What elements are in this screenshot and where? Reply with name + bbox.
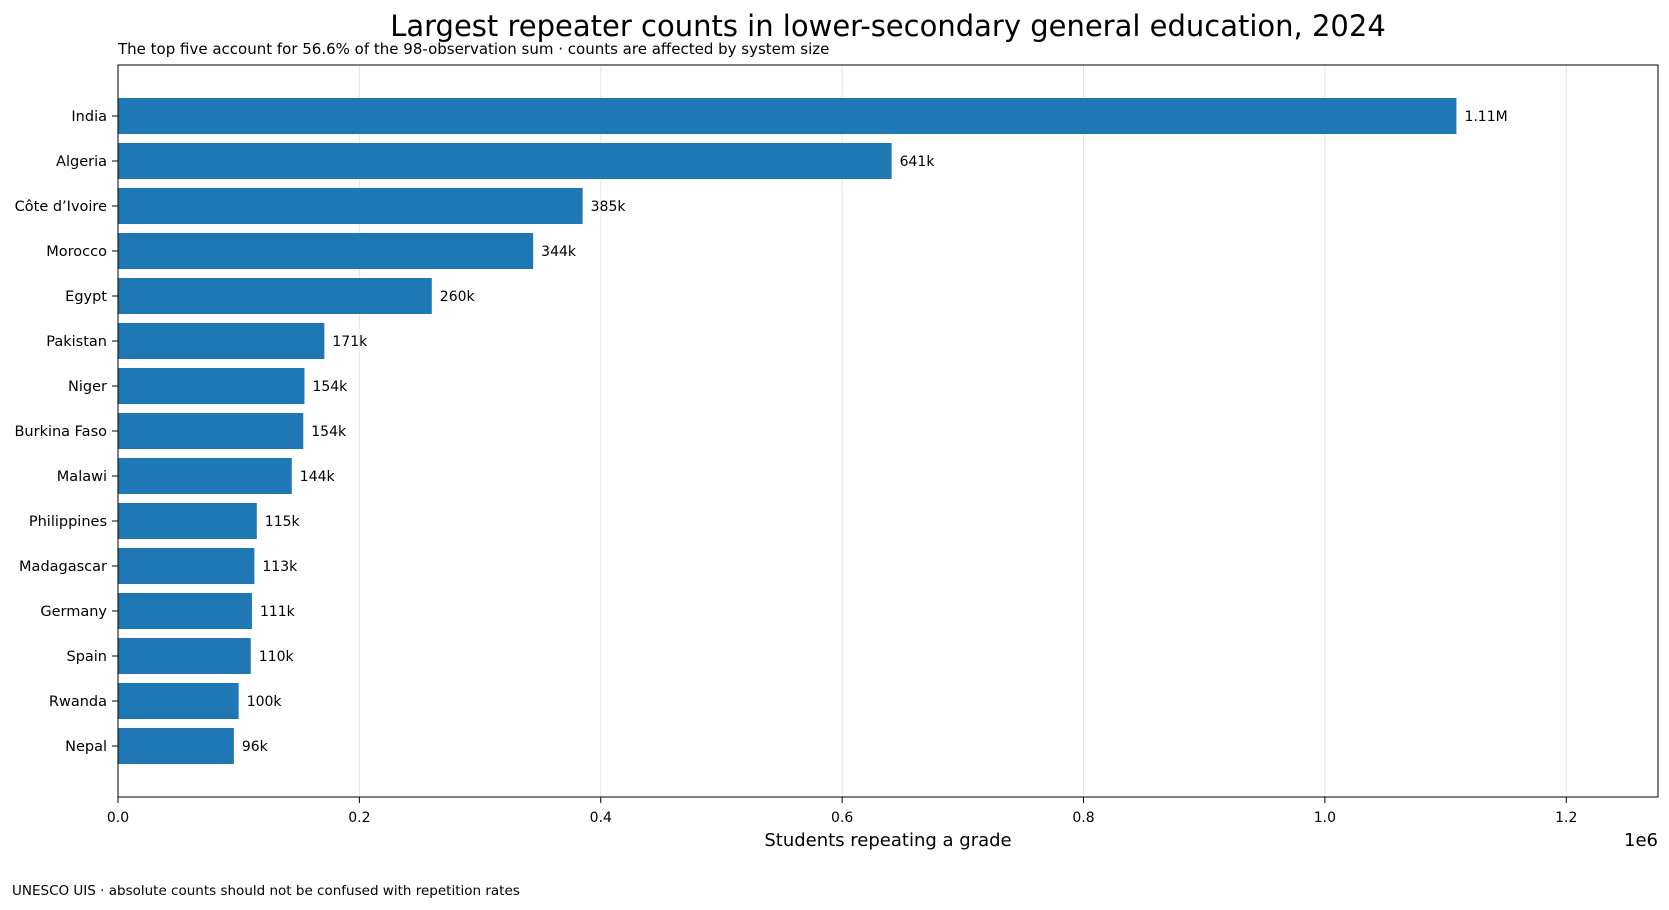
plot-frame <box>117 64 1659 798</box>
bar-value-label: 144k <box>300 469 336 485</box>
bar-value-label: 154k <box>311 424 347 440</box>
y-tick-label: Burkina Faso <box>14 424 107 440</box>
bar-value-label: 111k <box>260 604 296 620</box>
bar-value-label: 260k <box>440 289 476 305</box>
x-tick-label: 0.2 <box>348 810 370 826</box>
bar-value-label: 641k <box>900 154 936 170</box>
bar-value-label: 113k <box>262 559 298 575</box>
bar <box>118 458 292 494</box>
x-tick-label: 0.8 <box>1072 810 1094 826</box>
bar-value-label: 110k <box>259 649 295 665</box>
bar <box>118 503 257 539</box>
y-axis: India Algeria Côte d’Ivoire Morocco Egypt Pak… <box>14 109 118 755</box>
bar-value-label: 96k <box>242 739 269 755</box>
bar-value-label: 171k <box>332 334 368 350</box>
bar-value-label: 115k <box>265 514 301 530</box>
y-tick-label: Rwanda <box>49 694 107 710</box>
y-tick-label: Germany <box>40 604 107 620</box>
bar <box>118 143 892 179</box>
source-note: UNESCO UIS · absolute counts should not … <box>12 883 520 899</box>
gridlines <box>358 65 1567 797</box>
bar <box>118 593 252 629</box>
y-tick-label: Pakistan <box>46 334 107 350</box>
bar <box>118 413 304 449</box>
y-tick-label: Algeria <box>56 154 107 170</box>
y-tick-label: Nepal <box>65 739 107 755</box>
x-tick-label: 0.6 <box>831 810 853 826</box>
bar <box>118 98 1457 134</box>
bar <box>118 323 325 359</box>
x-axis-scale-label: 1e6 <box>1624 830 1658 851</box>
x-axis: 0.0 0.2 0.4 0.6 0.8 1.0 1.2 <box>107 797 1577 826</box>
y-tick-label: India <box>71 109 107 125</box>
bar <box>118 368 305 404</box>
y-tick-label: Spain <box>66 649 107 665</box>
y-tick-label: Philippines <box>29 514 107 530</box>
bar <box>118 683 239 719</box>
bar <box>118 188 583 224</box>
y-tick-label: Morocco <box>46 244 107 260</box>
x-tick-label: 1.2 <box>1555 810 1577 826</box>
bars <box>118 98 1457 764</box>
bar-value-label: 154k <box>312 379 348 395</box>
chart-subtitle: The top five account for 56.6% of the 98… <box>117 40 829 58</box>
bar <box>118 728 234 764</box>
x-axis-label: Students repeating a grade <box>764 830 1011 851</box>
y-tick-label: Madagascar <box>19 559 107 575</box>
y-tick-label: Malawi <box>57 469 107 485</box>
bar-value-label: 100k <box>247 694 283 710</box>
bar <box>118 233 534 269</box>
chart-title: Largest repeater counts in lower-seconda… <box>390 9 1386 43</box>
x-tick-label: 0.4 <box>590 810 612 826</box>
y-tick-label: Egypt <box>65 289 107 305</box>
bar <box>118 278 432 314</box>
x-tick-label: 0.0 <box>107 810 129 826</box>
bar-value-label: 1.11M <box>1464 109 1507 125</box>
y-tick-label: Niger <box>68 379 107 395</box>
bar-value-label: 344k <box>541 244 577 260</box>
bar <box>118 638 251 674</box>
x-tick-label: 1.0 <box>1314 810 1336 826</box>
bar <box>118 548 255 584</box>
bar-value-label: 385k <box>591 199 627 215</box>
value-labels: 1.11M 641k 385k 344k 260k 171k 154k 154k 144k 115… <box>242 109 1508 755</box>
y-tick-label: Côte d’Ivoire <box>15 199 107 215</box>
